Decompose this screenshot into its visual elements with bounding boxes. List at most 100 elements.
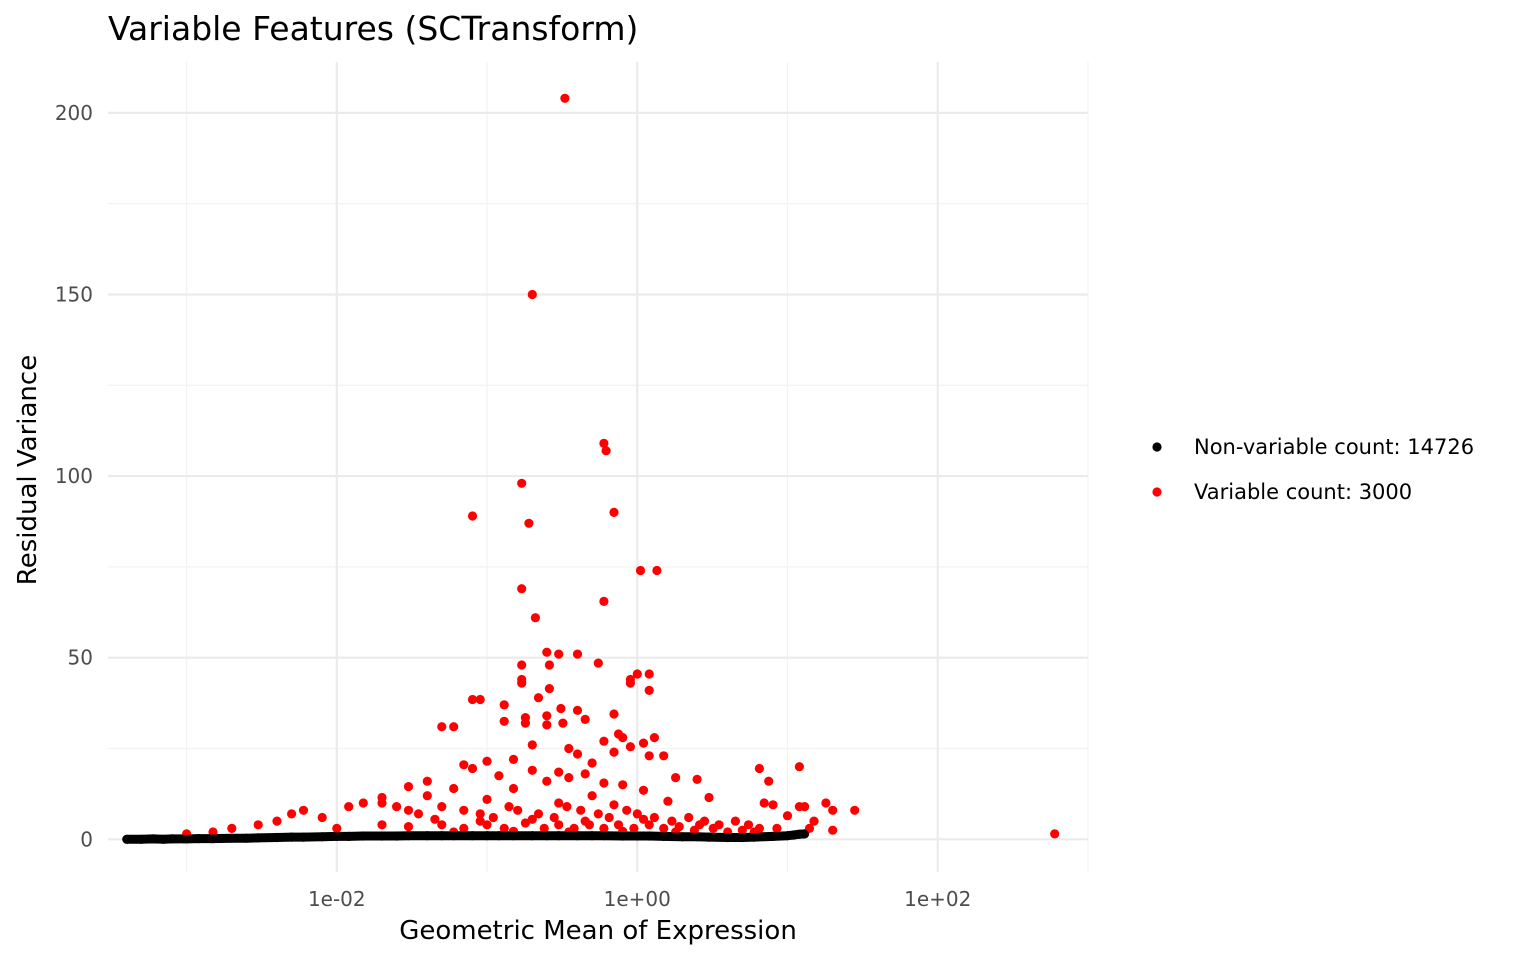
legend-key-1 [1152,487,1162,497]
variable-point [599,778,609,788]
variable-point [542,647,552,657]
variable-point [572,705,583,716]
variable-point [599,438,609,448]
variable-point [601,446,611,456]
variable-point [782,811,793,821]
variable-point [772,823,782,834]
variable-point [422,791,432,801]
variable-point [475,816,485,826]
variable-point [580,816,590,826]
variable-point [499,716,509,726]
variable-point [517,678,527,688]
variable-point [794,762,805,772]
variable-point [403,782,414,792]
variable-point [475,694,485,705]
variable-point [704,792,714,803]
nonvariable-overlay [122,829,809,844]
variable-point [544,684,555,694]
variable-point [482,794,492,805]
variable-point [508,754,519,765]
variable-point [768,800,778,810]
variable-point [422,776,432,786]
y-axis-title: Residual Variance [13,355,43,585]
variable-point [599,736,609,746]
variable-point [527,740,537,750]
variable-point [392,802,402,812]
variable-point [609,800,619,810]
variable-point [533,809,544,819]
variable-point [467,511,478,521]
variable-point [520,818,531,828]
variable-point [850,805,860,815]
variable-point [562,802,572,812]
variable-point [358,798,368,808]
variable-point [459,823,469,834]
legend: Non-variable count: 14726 Variable count:… [1152,435,1474,504]
variable-point [622,805,632,815]
variable-point [517,660,527,670]
variable-point [695,820,705,830]
variable-point [542,776,552,786]
variable-point [632,809,642,819]
variable-point [488,812,498,823]
variable-point [560,93,570,103]
variable-point [527,289,537,300]
x-tick-label: 1e+02 [904,887,971,911]
variable-point [613,820,624,830]
variable-point [618,733,628,743]
variable-point [663,796,673,806]
variable-point [499,823,509,834]
variable-point [556,703,566,714]
variable-point [459,805,469,815]
variable-point [499,700,509,710]
variable-point [437,802,447,812]
variable-point [513,805,523,815]
variable-point [564,773,574,783]
legend-label-0: Non-variable count: 14726 [1194,435,1474,459]
variable-point [638,785,649,795]
variable-point [449,783,459,794]
variable-point [632,669,642,679]
variable-point [377,820,387,830]
variable-point [504,802,514,812]
variable-point [635,565,646,576]
variable-point [618,780,628,790]
variable-point [821,798,831,808]
variable-point [449,722,459,732]
variable-point [564,743,574,754]
variable-point [524,518,534,528]
variable-point [649,812,660,823]
variable-point [609,747,619,757]
variable-point [520,718,531,728]
variable-point [737,825,747,835]
variable-point [828,805,838,815]
variable-point [494,771,504,781]
variable-point [558,718,568,728]
variable-point [644,669,654,679]
variable-point [287,809,297,819]
variable-point [625,678,636,688]
variable-point [272,816,282,826]
variable-point [652,565,662,576]
nonvariable-band-overlay [122,829,809,844]
variable-point [527,814,537,824]
variable-point [549,812,559,823]
variable-point [533,693,544,703]
variable-point [482,756,492,766]
legend-key-0 [1152,442,1162,452]
variable-point [467,763,478,774]
variable-point [554,649,564,659]
variable-point [539,823,549,834]
variable-point [467,694,478,705]
y-tick-label: 200 [55,101,93,125]
variable-point [609,709,619,719]
variable-point [671,773,681,783]
variable-point [437,820,447,830]
variable-point [684,812,694,823]
variable-point [253,820,263,830]
variable-point [759,798,769,808]
variable-point [593,658,603,668]
variable-point [344,802,354,812]
variable-point [227,823,237,834]
